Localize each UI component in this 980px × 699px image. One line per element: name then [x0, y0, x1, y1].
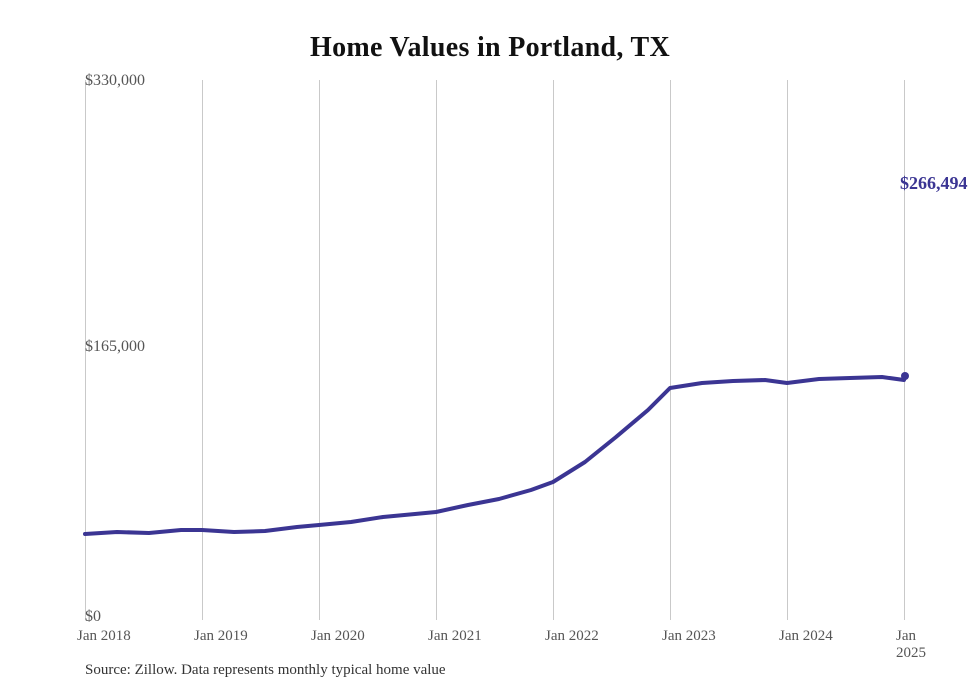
- x-axis-label-0: Jan 2018: [77, 628, 131, 645]
- x-axis-label-1: Jan 2019: [194, 628, 248, 645]
- x-axis-label-4: Jan 2022: [545, 628, 599, 645]
- x-axis-label-7: Jan 2025: [896, 628, 926, 662]
- end-point-marker: [901, 372, 909, 380]
- source-text: Source: Zillow. Data represents monthly …: [85, 662, 446, 679]
- chart-title: Home Values in Portland, TX: [0, 32, 980, 64]
- home-value-line-chart: [85, 80, 905, 620]
- x-axis-label-2: Jan 2020: [311, 628, 365, 645]
- x-axis-label-6: Jan 2024: [779, 628, 833, 645]
- x-axis-label-3: Jan 2021: [428, 628, 482, 645]
- end-value-label: $266,494: [900, 173, 968, 194]
- plot-area: $330,000 $165,000 $0 Jan 2018 Jan 2019 J…: [85, 80, 905, 620]
- chart-container: Home Values in Portland, TX $330,000 $16…: [0, 0, 980, 699]
- x-axis-label-5: Jan 2023: [662, 628, 716, 645]
